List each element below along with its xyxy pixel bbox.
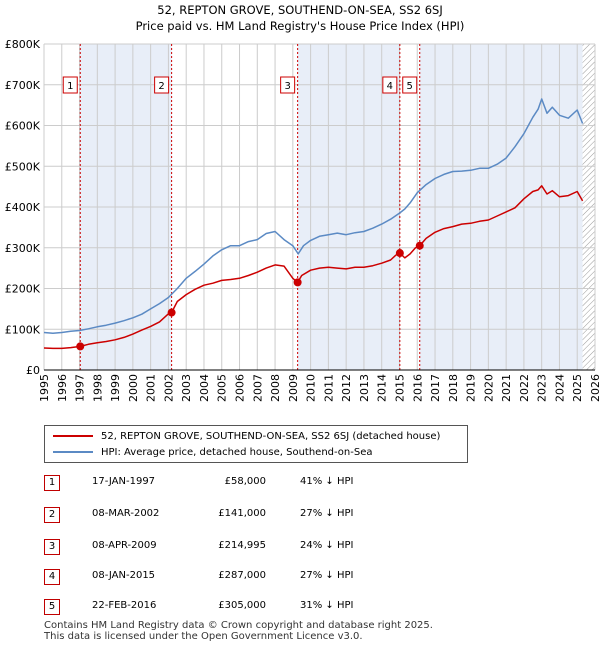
x-tick-label: 1995 — [38, 374, 51, 402]
sale-price: £141,000 — [218, 508, 266, 519]
sale-label-box — [382, 76, 398, 94]
legend-label-property: 52, REPTON GROVE, SOUTHEND-ON-SEA, SS2 6… — [101, 430, 441, 442]
y-tick-label: £700K — [5, 79, 41, 92]
sale-hpi-diff: 41% ↓ HPI — [300, 476, 354, 487]
sale-label-number: 5 — [407, 81, 413, 92]
x-tick-label: 2000 — [127, 374, 140, 402]
x-tick-label: 2011 — [322, 374, 335, 402]
footer-line-1: Contains HM Land Registry data © Crown c… — [44, 620, 433, 631]
sale-date: 17-JAN-1997 — [92, 476, 156, 487]
sale-label-box — [62, 76, 78, 94]
sale-hpi-diff: 31% ↓ HPI — [300, 600, 354, 611]
x-tick-label: 2002 — [162, 374, 175, 402]
sale-price: £305,000 — [218, 600, 266, 611]
x-tick-label: 2009 — [287, 374, 300, 402]
sale-point — [76, 342, 85, 351]
legend-swatch-hpi — [53, 451, 93, 453]
price-chart: 1 2 3 4 5 £0 £100K £200K £300K £400K £500K £600K £7… — [5, 38, 600, 402]
sale-label-number: 2 — [158, 81, 164, 92]
sale-number-badge: 1 — [44, 475, 60, 491]
title-line-2: Price paid vs. HM Land Registry's House … — [135, 19, 465, 33]
x-tick-label: 2025 — [571, 374, 584, 402]
x-tick-label: 1996 — [56, 374, 69, 402]
x-tick-label: 1998 — [91, 374, 104, 402]
sale-label-number: 1 — [67, 81, 73, 92]
sale-row: 5 22-FEB-2016 £305,000 31% ↓ HPI — [0, 596, 600, 616]
sale-point — [395, 249, 404, 258]
x-tick-label: 2021 — [500, 374, 513, 402]
x-tick-label: 2003 — [180, 374, 193, 402]
sale-number-badge: 4 — [44, 569, 60, 585]
x-tick-label: 2017 — [429, 374, 442, 402]
x-tick-label: 2018 — [447, 374, 460, 402]
y-tick-label: £500K — [5, 160, 41, 173]
sale-hpi-diff: 27% ↓ HPI — [300, 508, 354, 519]
x-tick-label: 2019 — [465, 374, 478, 402]
x-tick-label: 2023 — [536, 374, 549, 402]
x-tick-label: 2020 — [482, 374, 495, 402]
y-tick-label: £400K — [5, 201, 41, 214]
sale-label-number: 4 — [387, 81, 393, 92]
legend-item-property: 52, REPTON GROVE, SOUTHEND-ON-SEA, SS2 6… — [53, 428, 440, 444]
x-tick-label: 2004 — [198, 374, 211, 402]
x-tick-label: 2005 — [216, 374, 229, 402]
legend-label-hpi: HPI: Average price, detached house, Sout… — [101, 446, 373, 458]
y-tick-label: £300K — [5, 242, 41, 255]
footer: Contains HM Land Registry data © Crown c… — [44, 620, 433, 642]
sale-price: £214,995 — [218, 540, 266, 551]
x-tick-label: 2007 — [251, 374, 264, 402]
sale-hpi-diff: 27% ↓ HPI — [300, 570, 354, 581]
x-tick-label: 2015 — [393, 374, 406, 402]
sale-row: 1 17-JAN-1997 £58,000 41% ↓ HPI — [0, 472, 600, 492]
y-tick-label: £100K — [5, 323, 41, 336]
legend-item-hpi: HPI: Average price, detached house, Sout… — [53, 444, 373, 460]
footer-line-2: This data is licensed under the Open Gov… — [44, 631, 363, 642]
x-tick-label: 2024 — [553, 374, 566, 402]
sale-hpi-diff: 24% ↓ HPI — [300, 540, 354, 551]
y-tick-label: £600K — [5, 120, 41, 133]
sale-label-box — [402, 76, 418, 94]
sale-point — [415, 241, 424, 250]
y-tick-label: £0 — [26, 364, 40, 377]
title-line-1: 52, REPTON GROVE, SOUTHEND-ON-SEA, SS2 6… — [157, 3, 443, 17]
sale-label-number: 3 — [284, 81, 290, 92]
y-tick-label: £200K — [5, 283, 41, 296]
sale-number-badge: 5 — [44, 599, 60, 615]
sale-date: 08-MAR-2002 — [92, 508, 160, 519]
property-price-line — [43, 185, 584, 350]
chart-title: 52, REPTON GROVE, SOUTHEND-ON-SEA, SS2 6… — [0, 2, 600, 34]
hpi-line — [43, 98, 584, 335]
sale-point — [293, 278, 302, 287]
sale-number-badge: 3 — [44, 539, 60, 555]
sale-label-box — [154, 76, 170, 94]
x-tick-label: 2026 — [589, 374, 600, 402]
x-tick-label: 2016 — [411, 374, 424, 402]
x-tick-label: 2008 — [269, 374, 282, 402]
sale-date: 08-APR-2009 — [92, 540, 157, 551]
legend-swatch-property — [53, 435, 93, 437]
x-tick-label: 2001 — [145, 374, 158, 402]
sale-row: 3 08-APR-2009 £214,995 24% ↓ HPI — [0, 536, 600, 556]
sale-number-badge: 2 — [44, 507, 60, 523]
y-tick-label: £800K — [5, 38, 41, 51]
sale-date: 22-FEB-2016 — [92, 600, 157, 611]
sale-label-box — [280, 76, 296, 94]
x-tick-label: 2022 — [518, 374, 531, 402]
x-tick-label: 2012 — [340, 374, 353, 402]
sale-price: £287,000 — [218, 570, 266, 581]
x-tick-label: 2006 — [234, 374, 247, 402]
x-tick-label: 2013 — [358, 374, 371, 402]
sale-point — [167, 308, 176, 317]
sale-row: 2 08-MAR-2002 £141,000 27% ↓ HPI — [0, 504, 600, 524]
legend: 52, REPTON GROVE, SOUTHEND-ON-SEA, SS2 6… — [44, 425, 468, 463]
x-tick-label: 1999 — [109, 374, 122, 402]
sale-price: £58,000 — [224, 476, 266, 487]
x-tick-label: 2014 — [376, 374, 389, 402]
sale-date: 08-JAN-2015 — [92, 570, 156, 581]
sale-row: 4 08-JAN-2015 £287,000 27% ↓ HPI — [0, 566, 600, 586]
x-tick-label: 2010 — [305, 374, 318, 402]
x-tick-label: 1997 — [74, 374, 87, 402]
